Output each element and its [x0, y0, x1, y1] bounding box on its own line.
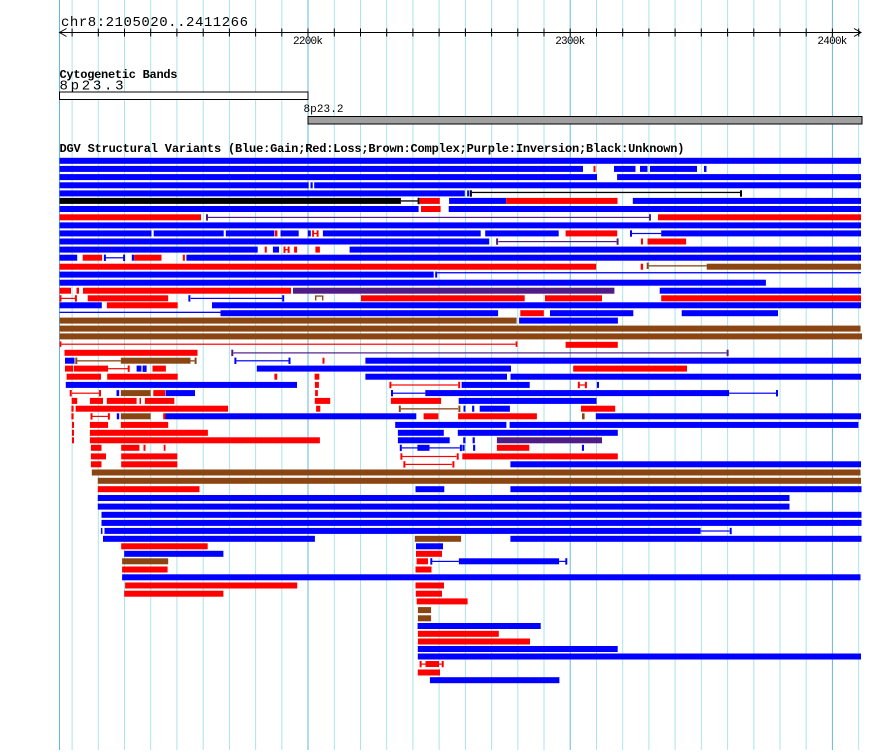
svg-text:DGV Structural Variants (Blue:: DGV Structural Variants (Blue:Gain;Red:L…: [60, 142, 685, 156]
svg-text:2400k: 2400k: [817, 36, 847, 48]
svg-text:Cytogenetic Bands: Cytogenetic Bands: [60, 68, 178, 82]
svg-text:8p23.2: 8p23.2: [304, 104, 344, 116]
svg-text:2200k: 2200k: [293, 36, 323, 48]
svg-text:2300k: 2300k: [555, 36, 585, 48]
svg-text:chr8:2105020..2411266: chr8:2105020..2411266: [61, 15, 248, 31]
